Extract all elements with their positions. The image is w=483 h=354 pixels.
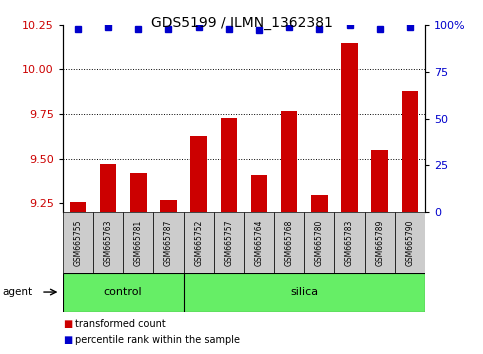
Bar: [244, 212, 274, 273]
Bar: [213, 212, 244, 273]
Bar: [123, 212, 154, 273]
Bar: [221, 118, 237, 212]
Bar: [274, 212, 304, 273]
Bar: [402, 91, 418, 212]
Text: GSM665780: GSM665780: [315, 219, 324, 266]
Bar: [154, 212, 184, 273]
Text: transformed count: transformed count: [75, 319, 166, 329]
Bar: [281, 110, 298, 212]
Bar: [311, 195, 327, 212]
Text: silica: silica: [290, 287, 318, 297]
Text: GSM665790: GSM665790: [405, 219, 414, 266]
Bar: [130, 173, 146, 212]
Bar: [184, 212, 213, 273]
Text: GSM665763: GSM665763: [103, 219, 113, 266]
Text: percentile rank within the sample: percentile rank within the sample: [75, 335, 240, 345]
Bar: [100, 164, 116, 212]
Text: GSM665781: GSM665781: [134, 219, 143, 266]
Bar: [341, 42, 358, 212]
Text: agent: agent: [2, 287, 32, 297]
Text: GSM665768: GSM665768: [284, 219, 294, 266]
Bar: [371, 150, 388, 212]
Text: GSM665755: GSM665755: [73, 219, 83, 266]
Text: GSM665764: GSM665764: [255, 219, 264, 266]
Bar: [190, 136, 207, 212]
Text: ■: ■: [63, 319, 72, 329]
Text: GDS5199 / ILMN_1362381: GDS5199 / ILMN_1362381: [151, 16, 332, 30]
Bar: [63, 212, 93, 273]
Text: ■: ■: [63, 335, 72, 345]
Text: GSM665789: GSM665789: [375, 219, 384, 266]
Text: GSM665787: GSM665787: [164, 219, 173, 266]
Bar: [251, 175, 267, 212]
Bar: [395, 212, 425, 273]
Bar: [365, 212, 395, 273]
Text: GSM665752: GSM665752: [194, 219, 203, 266]
Bar: [70, 202, 86, 212]
Bar: [93, 212, 123, 273]
Bar: [334, 212, 365, 273]
Text: GSM665757: GSM665757: [224, 219, 233, 266]
Bar: [304, 212, 334, 273]
Bar: [160, 200, 177, 212]
Text: GSM665783: GSM665783: [345, 219, 354, 266]
Text: control: control: [104, 287, 142, 297]
